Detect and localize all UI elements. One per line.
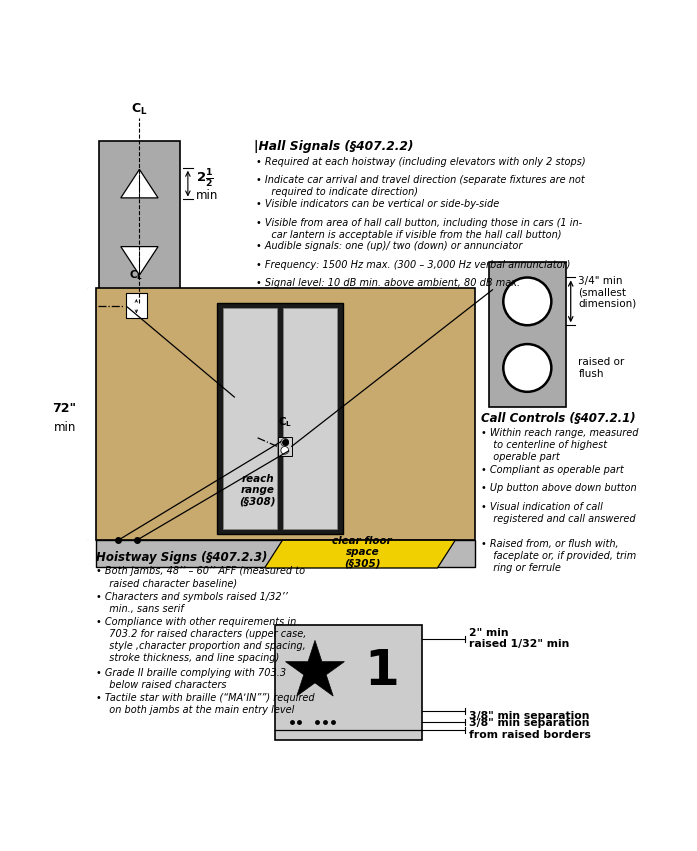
Circle shape xyxy=(281,438,289,446)
Text: 3/8" min separation: 3/8" min separation xyxy=(469,711,590,721)
Text: min., sans serif: min., sans serif xyxy=(102,603,183,614)
Bar xyxy=(223,308,277,528)
Text: on both jambs at the main entry level: on both jambs at the main entry level xyxy=(102,705,294,716)
Text: raised or
flush: raised or flush xyxy=(579,357,625,379)
Text: $\mathbf{2\frac{1}{2}}$: $\mathbf{2\frac{1}{2}}$ xyxy=(196,168,213,190)
Text: • Grade II braille complying with 703.3: • Grade II braille complying with 703.3 xyxy=(96,668,286,678)
Circle shape xyxy=(281,447,289,454)
Text: 3/4" min
(smallest
dimension): 3/4" min (smallest dimension) xyxy=(579,276,637,309)
Text: raised character baseline): raised character baseline) xyxy=(102,579,237,588)
Text: registered and call answered: registered and call answered xyxy=(487,514,636,523)
Polygon shape xyxy=(265,540,455,568)
Text: faceplate or, if provided, trim: faceplate or, if provided, trim xyxy=(487,551,636,561)
Text: stroke thickness, and line spacing): stroke thickness, and line spacing) xyxy=(102,653,279,663)
Bar xyxy=(217,303,343,534)
Text: • Indicate car arrival and travel direction (separate fixtures are not: • Indicate car arrival and travel direct… xyxy=(256,175,585,186)
Text: • Compliant as operable part: • Compliant as operable part xyxy=(481,465,624,475)
Polygon shape xyxy=(121,247,158,275)
Text: below raised characters: below raised characters xyxy=(102,680,226,690)
Text: required to indicate direction): required to indicate direction) xyxy=(262,187,418,197)
Text: |Hall Signals (§407.2.2): |Hall Signals (§407.2.2) xyxy=(254,140,413,153)
Bar xyxy=(126,293,147,318)
Text: • Visual indication of call: • Visual indication of call xyxy=(481,502,603,511)
Bar xyxy=(283,308,337,528)
Text: $\bf{C_L}$: $\bf{C_L}$ xyxy=(277,415,292,430)
Bar xyxy=(489,262,566,407)
Text: style ,character proportion and spacing,: style ,character proportion and spacing, xyxy=(102,641,305,651)
Circle shape xyxy=(503,344,551,391)
Text: Call Controls (§407.2.1): Call Controls (§407.2.1) xyxy=(481,413,636,426)
Bar xyxy=(99,141,180,303)
Text: • Frequency: 1500 Hz max. (300 – 3,000 Hz verbal annunciator): • Frequency: 1500 Hz max. (300 – 3,000 H… xyxy=(256,260,570,270)
Text: • Raised from, or flush with,: • Raised from, or flush with, xyxy=(481,539,618,549)
Text: • Audible signals: one (up)/ two (down) or annunciator: • Audible signals: one (up)/ two (down) … xyxy=(256,242,523,252)
Polygon shape xyxy=(121,169,158,198)
Text: • Signal level: 10 dB min. above ambient, 80 dB max.: • Signal level: 10 dB min. above ambient… xyxy=(256,278,520,288)
Text: • Within reach range, measured: • Within reach range, measured xyxy=(481,428,638,437)
Text: • Up button above down button: • Up button above down button xyxy=(481,483,636,494)
Bar xyxy=(96,288,475,540)
Polygon shape xyxy=(286,640,344,696)
Bar xyxy=(278,437,292,455)
Text: 3/8" min separation: 3/8" min separation xyxy=(469,717,590,728)
Circle shape xyxy=(503,277,551,325)
Text: • Compliance with other requirements in: • Compliance with other requirements in xyxy=(96,617,297,627)
Text: • Required at each hoistway (including elevators with only 2 stops): • Required at each hoistway (including e… xyxy=(256,157,585,167)
Text: Hoistway Signs (§407.2.3): Hoistway Signs (§407.2.3) xyxy=(96,551,268,564)
Text: 72": 72" xyxy=(52,402,76,415)
Text: • Both jambs, 48’’ – 60’’ AFF (measured to: • Both jambs, 48’’ – 60’’ AFF (measured … xyxy=(96,567,305,576)
Text: • Visible indicators can be vertical or side-by-side: • Visible indicators can be vertical or … xyxy=(256,199,499,209)
Text: reach
range
(§308): reach range (§308) xyxy=(239,474,276,507)
Text: $\bf{C_L}$: $\bf{C_L}$ xyxy=(131,101,148,117)
Text: 2" min: 2" min xyxy=(469,628,509,638)
Text: • Visible from area of hall call button, including those in cars (1 in-: • Visible from area of hall call button,… xyxy=(256,218,582,227)
Bar xyxy=(275,625,422,740)
Text: 1: 1 xyxy=(365,647,399,695)
Text: car lantern is acceptable if visible from the hall call button): car lantern is acceptable if visible fro… xyxy=(262,230,562,239)
Text: min: min xyxy=(54,420,76,433)
Text: to centerline of highest: to centerline of highest xyxy=(487,440,607,450)
Text: clear floor
space
(§305): clear floor space (§305) xyxy=(332,535,392,568)
Text: 703.2 for raised characters (upper case,: 703.2 for raised characters (upper case, xyxy=(102,629,306,639)
Text: operable part: operable part xyxy=(487,452,560,462)
Text: from raised borders: from raised borders xyxy=(469,730,591,740)
Text: • Characters and symbols raised 1/32’’: • Characters and symbols raised 1/32’’ xyxy=(96,591,289,602)
Text: $\bf{C_L}$: $\bf{C_L}$ xyxy=(130,268,144,282)
Text: • Tactile star with braille (“MAʼIN””) required: • Tactile star with braille (“MAʼIN””) r… xyxy=(96,694,315,704)
Text: min: min xyxy=(196,189,218,202)
Bar xyxy=(96,540,475,568)
Text: ring or ferrule: ring or ferrule xyxy=(487,563,561,573)
Text: raised 1/32" min: raised 1/32" min xyxy=(469,639,569,648)
